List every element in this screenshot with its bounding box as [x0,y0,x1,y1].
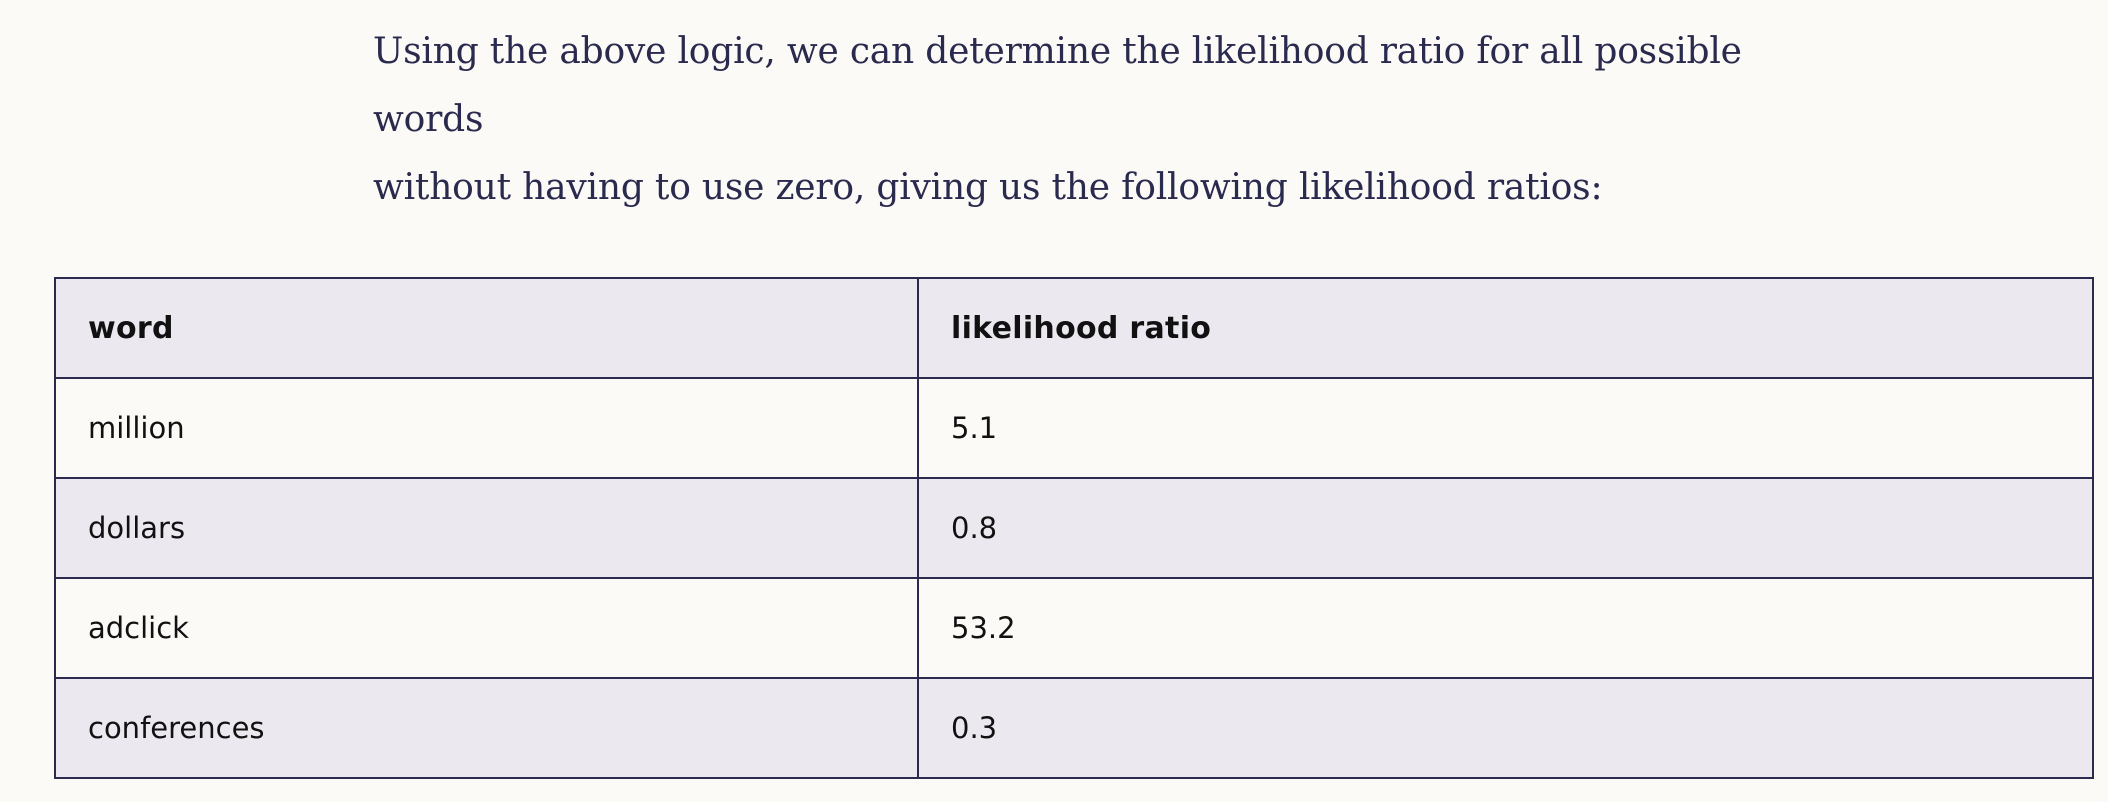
table-row: million 5.1 [54,377,2094,479]
cell-word: dollars [54,477,919,579]
intro-paragraph: Using the above logic, we can determine … [373,18,1793,222]
cell-ratio: 0.3 [917,677,2094,779]
likelihood-table-container: word likelihood ratio million 5.1 dollar… [54,277,2094,779]
table-header-row: word likelihood ratio [54,277,2094,379]
likelihood-ratio-table: word likelihood ratio million 5.1 dollar… [54,277,2094,779]
cell-word: million [54,377,919,479]
header-likelihood-ratio: likelihood ratio [917,277,2094,379]
table-row: dollars 0.8 [54,477,2094,579]
intro-line-1: Using the above logic, we can determine … [373,31,1742,140]
intro-line-2: without having to use zero, giving us th… [373,167,1603,208]
header-word: word [54,277,919,379]
cell-word: adclick [54,577,919,679]
cell-ratio: 0.8 [917,477,2094,579]
cell-ratio: 5.1 [917,377,2094,479]
cell-word: conferences [54,677,919,779]
table-row: adclick 53.2 [54,577,2094,679]
cell-ratio: 53.2 [917,577,2094,679]
table-row: conferences 0.3 [54,677,2094,779]
